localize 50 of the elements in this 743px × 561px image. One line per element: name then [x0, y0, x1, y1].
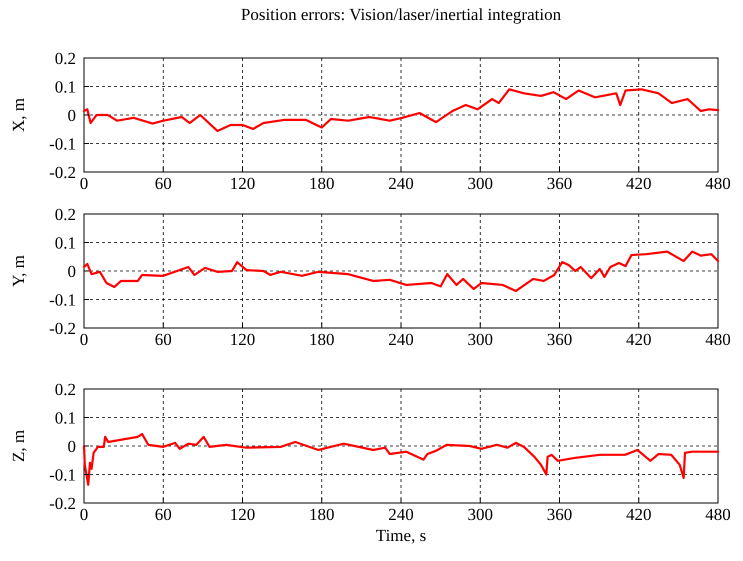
- y-tick-label: -0.1: [49, 465, 76, 484]
- x-tick-label: 180: [309, 505, 334, 524]
- y-tick-label: -0.2: [49, 162, 76, 182]
- y-tick-label: -0.2: [49, 318, 76, 338]
- x-tick-label: 120: [230, 174, 256, 193]
- line-series: [82, 88, 720, 132]
- x-tick-label: 300: [468, 505, 493, 524]
- x-axis-title: Time, s: [376, 526, 426, 545]
- x-tick-label: 0: [80, 174, 88, 193]
- y-tick-label: 0: [68, 262, 76, 281]
- x-tick-label: 60: [154, 330, 172, 349]
- x-tick-label: 420: [626, 505, 652, 524]
- y-tick-label: -0.1: [49, 290, 76, 310]
- x-tick-label: 420: [626, 330, 652, 349]
- x-tick-label: 360: [546, 505, 572, 524]
- x-tick-label: 480: [705, 174, 731, 193]
- x-tick-label: 240: [388, 505, 414, 524]
- x-tick-label: 60: [154, 174, 172, 193]
- y-tick-label: 0.2: [54, 380, 76, 399]
- y-axis-title: Z, m: [9, 430, 28, 462]
- line-series: [82, 250, 720, 292]
- x-tick-label: 360: [546, 174, 572, 193]
- y-axis-title: Y, m: [9, 255, 28, 287]
- chart-title: Position errors: Vision/laser/inertial integration: [240, 5, 562, 24]
- y-tick-label: 0: [68, 436, 76, 456]
- y-tick-label: 0.2: [54, 48, 76, 68]
- x-tick-label: 180: [309, 330, 334, 349]
- x-tick-label: 480: [705, 505, 731, 524]
- x-tick-label: 240: [388, 330, 414, 349]
- x-tick-label: 0: [80, 505, 88, 524]
- y-tick-label: 0.1: [54, 408, 76, 428]
- x-tick-label: 300: [468, 174, 493, 193]
- y-tick-label: 0: [68, 106, 76, 125]
- x-tick-label: 420: [626, 174, 652, 193]
- x-tick-label: 300: [468, 330, 493, 349]
- x-tick-label: 0: [80, 330, 88, 349]
- x-tick-label: 360: [546, 330, 572, 349]
- x-tick-label: 120: [230, 330, 256, 349]
- x-tick-label: 60: [154, 505, 172, 524]
- x-tick-label: 480: [705, 330, 731, 349]
- y-tick-label: 0.2: [54, 204, 76, 224]
- y-tick-label: -0.2: [49, 494, 76, 513]
- y-tick-label: 0.1: [54, 233, 76, 252]
- x-tick-label: 180: [309, 174, 334, 193]
- line-series: [82, 432, 720, 486]
- y-axis-title: X, m: [9, 98, 28, 132]
- x-tick-label: 120: [230, 505, 256, 524]
- y-tick-label: 0.1: [54, 77, 76, 96]
- y-tick-label: -0.1: [49, 134, 76, 154]
- x-tick-label: 240: [388, 174, 414, 193]
